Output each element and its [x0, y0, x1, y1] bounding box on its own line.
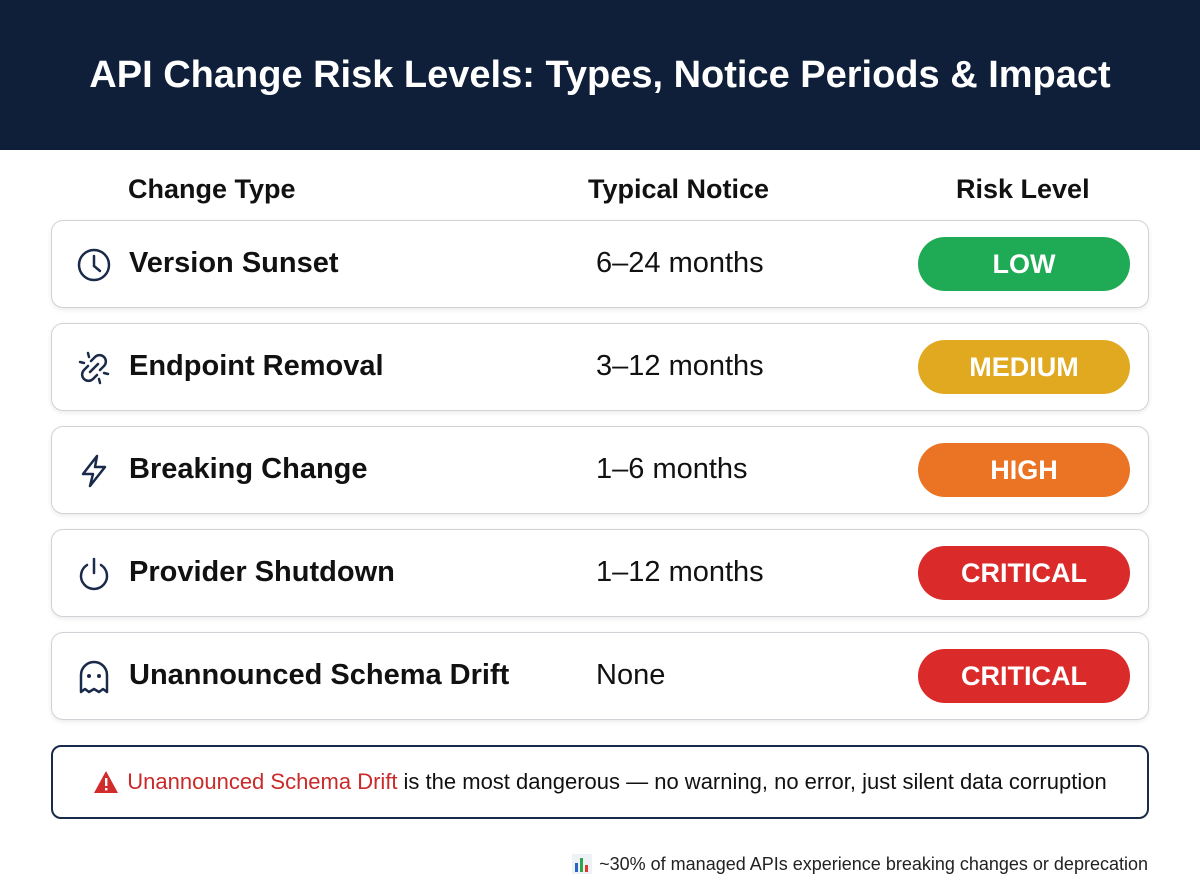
- table-row: Endpoint Removal 3–12 months MEDIUM: [51, 323, 1149, 411]
- ghost-icon: [79, 660, 109, 694]
- column-header: Typical Notice: [588, 174, 770, 204]
- clock-icon: [77, 248, 111, 282]
- risk-badge: LOW: [918, 237, 1130, 291]
- notice: None: [596, 659, 666, 691]
- change-type: Unannounced Schema Drift: [129, 659, 510, 691]
- table-row: Provider Shutdown 1–12 months CRITICAL: [51, 529, 1149, 617]
- notice: 1–6 months: [596, 453, 748, 485]
- footnote: ~30% of managed APIs experience breaking…: [571, 853, 1148, 875]
- risk-badge: CRITICAL: [918, 546, 1130, 600]
- notice: 3–12 months: [596, 350, 764, 382]
- table-row: Breaking Change 1–6 months HIGH: [51, 426, 1149, 514]
- change-type: Breaking Change: [129, 453, 368, 485]
- footnote-text: ~30% of managed APIs experience breaking…: [599, 853, 1148, 874]
- notice: 1–12 months: [596, 556, 764, 588]
- change-type: Version Sunset: [129, 247, 339, 279]
- chart-icon: [572, 854, 593, 874]
- warning-icon: [94, 771, 119, 793]
- header-title: API Change Risk Levels: Types, Notice Pe…: [0, 0, 1200, 150]
- table-row: Version Sunset 6–24 months LOW: [51, 220, 1149, 308]
- broken-link-icon: [78, 351, 110, 385]
- callout-text: is the most dangerous — no warning, no e…: [403, 769, 1107, 794]
- column-header: Change Type: [128, 174, 296, 204]
- risk-badge: MEDIUM: [918, 340, 1130, 394]
- change-type: Endpoint Removal: [129, 350, 384, 382]
- callout: Unannounced Schema Drift is the most dan…: [51, 745, 1149, 819]
- risk-badge: CRITICAL: [918, 649, 1130, 703]
- change-type: Provider Shutdown: [129, 556, 395, 588]
- bolt-icon: [81, 454, 107, 488]
- callout-highlight: Unannounced Schema Drift: [127, 769, 398, 794]
- column-header: Risk Level: [956, 174, 1090, 204]
- risk-badge: HIGH: [918, 443, 1130, 497]
- notice: 6–24 months: [596, 247, 764, 279]
- table-row: Unannounced Schema Drift None CRITICAL: [51, 632, 1149, 720]
- power-icon: [79, 557, 109, 591]
